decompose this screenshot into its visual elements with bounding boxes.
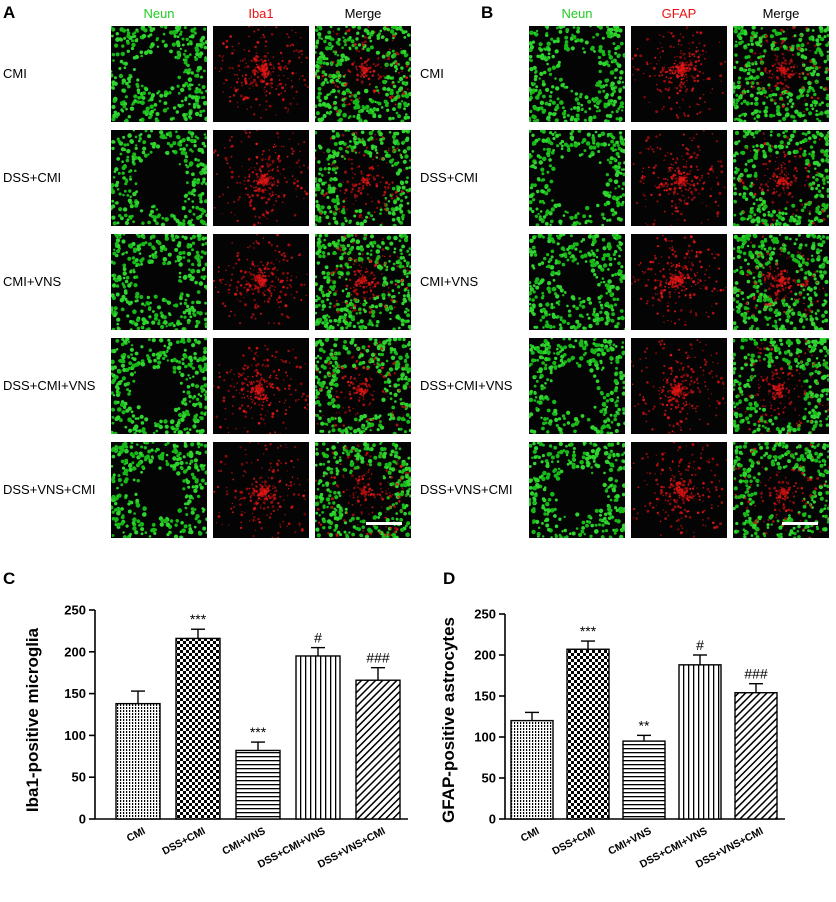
micrograph-b-row5-marker [631, 442, 727, 538]
micrograph-b-row3-merge [733, 234, 829, 330]
micrograph-a-row1-neun [111, 26, 207, 122]
category-label: CMI [125, 825, 148, 845]
y-tick-label: 50 [72, 770, 86, 785]
micrograph-a-row1-merge [315, 26, 411, 122]
significance-label: *** [580, 623, 597, 639]
category-label: CMI+VNS [220, 825, 267, 858]
y-tick-label: 250 [474, 607, 496, 622]
category-label: DSS+CMI [160, 825, 207, 858]
bar-dss-vns-cmi [355, 679, 401, 820]
category-label: CMI+VNS [606, 825, 653, 858]
col-head-gfap: GFAP [661, 6, 697, 21]
y-tick-label: 0 [79, 812, 86, 827]
micrograph-a-row3-merge [315, 234, 411, 330]
chart-gfap-astrocytes: GFAP-positive astrocytes 0 50 100 150 200 250… [439, 607, 785, 871]
micrograph-b-row3-neun [529, 234, 625, 330]
panel-letter-a: A [3, 3, 16, 22]
micrograph-b-row1-marker [631, 26, 727, 122]
bar-dss-vns-cmi [734, 692, 778, 820]
micrograph-a-row2-merge [315, 130, 411, 226]
col-head-merge-b: Merge [762, 6, 800, 21]
row-label-a-dss-cmi: DSS+CMI [3, 170, 62, 185]
y-tick-label: 100 [64, 728, 86, 743]
y-tick-label: 150 [64, 686, 86, 701]
micrograph-a-row3-neun [111, 234, 207, 330]
micrograph-a-row3-marker [213, 234, 309, 330]
y-tick-label: 50 [482, 771, 496, 786]
row-label-b-cmi: CMI [420, 66, 444, 81]
panel-letter-d: D [443, 569, 456, 588]
micrograph-a-row2-marker [213, 130, 309, 226]
significance-label: # [314, 630, 322, 646]
micrograph-b-row2-marker [631, 130, 727, 226]
category-label: DSS+CMI [550, 825, 597, 858]
micrograph-b-row1-merge [733, 26, 829, 122]
micrograph-b-row4-merge [733, 338, 829, 434]
significance-label: *** [190, 611, 207, 627]
bar-dss-cmi [175, 637, 221, 820]
row-label-a-dss-cmi-vns: DSS+CMI+VNS [3, 378, 96, 393]
micrograph-b-row2-merge [733, 130, 829, 226]
micrograph-b-row1-neun [529, 26, 625, 122]
y-tick-label: 250 [64, 603, 86, 618]
category-label: CMI [519, 825, 542, 845]
row-label-a-cmi: CMI [3, 66, 27, 81]
micrograph-a-row2-neun [111, 130, 207, 226]
significance-label: ### [366, 650, 390, 666]
col-head-iba1: Iba1 [248, 6, 274, 21]
category-label: DSS+CMI+VNS [256, 825, 328, 871]
micrograph-a-row5-marker [213, 442, 309, 538]
y-axis-title-c: Iba1-positive microglia [23, 627, 42, 812]
bar-cmi [115, 702, 161, 820]
bar-dss-cmi [566, 648, 610, 820]
micrograph-a-row4-merge [315, 338, 411, 434]
micrograph-b-row4-neun [529, 338, 625, 434]
bar-cmi-vns [235, 749, 281, 820]
bar-dss-cmi-vns [678, 664, 722, 820]
scale-bar-a [366, 522, 402, 525]
bar-cmi-vns [622, 740, 666, 820]
row-label-a-dss-vns-cmi: DSS+VNS+CMI [3, 482, 96, 497]
chart-iba1-microglia: Iba1-positive microglia 0 50 100 150 200 250 C… [23, 603, 408, 871]
significance-label: ** [639, 717, 650, 733]
y-tick-label: 150 [474, 689, 496, 704]
panel-letter-c: C [3, 569, 16, 588]
micrograph-b-row4-marker [631, 338, 727, 434]
y-tick-label: 200 [64, 644, 86, 659]
row-label-b-dss-cmi-vns: DSS+CMI+VNS [420, 378, 513, 393]
y-tick-label: 200 [474, 648, 496, 663]
row-label-a-cmi-vns: CMI+VNS [3, 274, 62, 289]
col-head-merge-a: Merge [344, 6, 382, 21]
micrograph-a-row5-neun [111, 442, 207, 538]
scale-bar-b [782, 522, 818, 525]
significance-label: ### [744, 666, 768, 682]
micrograph-b-row2-neun [529, 130, 625, 226]
y-tick-label: 100 [474, 730, 496, 745]
y-tick-label: 0 [489, 812, 496, 827]
panel-letter-b: B [481, 3, 494, 22]
micrograph-a-row4-neun [111, 338, 207, 434]
bar-cmi [510, 719, 554, 820]
col-head-neun-a: Neun [143, 6, 175, 21]
row-label-b-cmi-vns: CMI+VNS [420, 274, 479, 289]
micrograph-b-row5-neun [529, 442, 625, 538]
row-label-b-dss-vns-cmi: DSS+VNS+CMI [420, 482, 513, 497]
micrograph-a-row1-marker [213, 26, 309, 122]
micrograph-a-row4-marker [213, 338, 309, 434]
significance-label: *** [250, 724, 267, 740]
bar-dss-cmi-vns [295, 655, 341, 820]
col-head-neun-b: Neun [561, 6, 593, 21]
row-label-b-dss-cmi: DSS+CMI [420, 170, 479, 185]
micrograph-b-row3-marker [631, 234, 727, 330]
significance-label: # [696, 637, 704, 653]
y-axis-title-d: GFAP-positive astrocytes [439, 617, 458, 823]
category-label: DSS+VNS+CMI [316, 825, 388, 871]
